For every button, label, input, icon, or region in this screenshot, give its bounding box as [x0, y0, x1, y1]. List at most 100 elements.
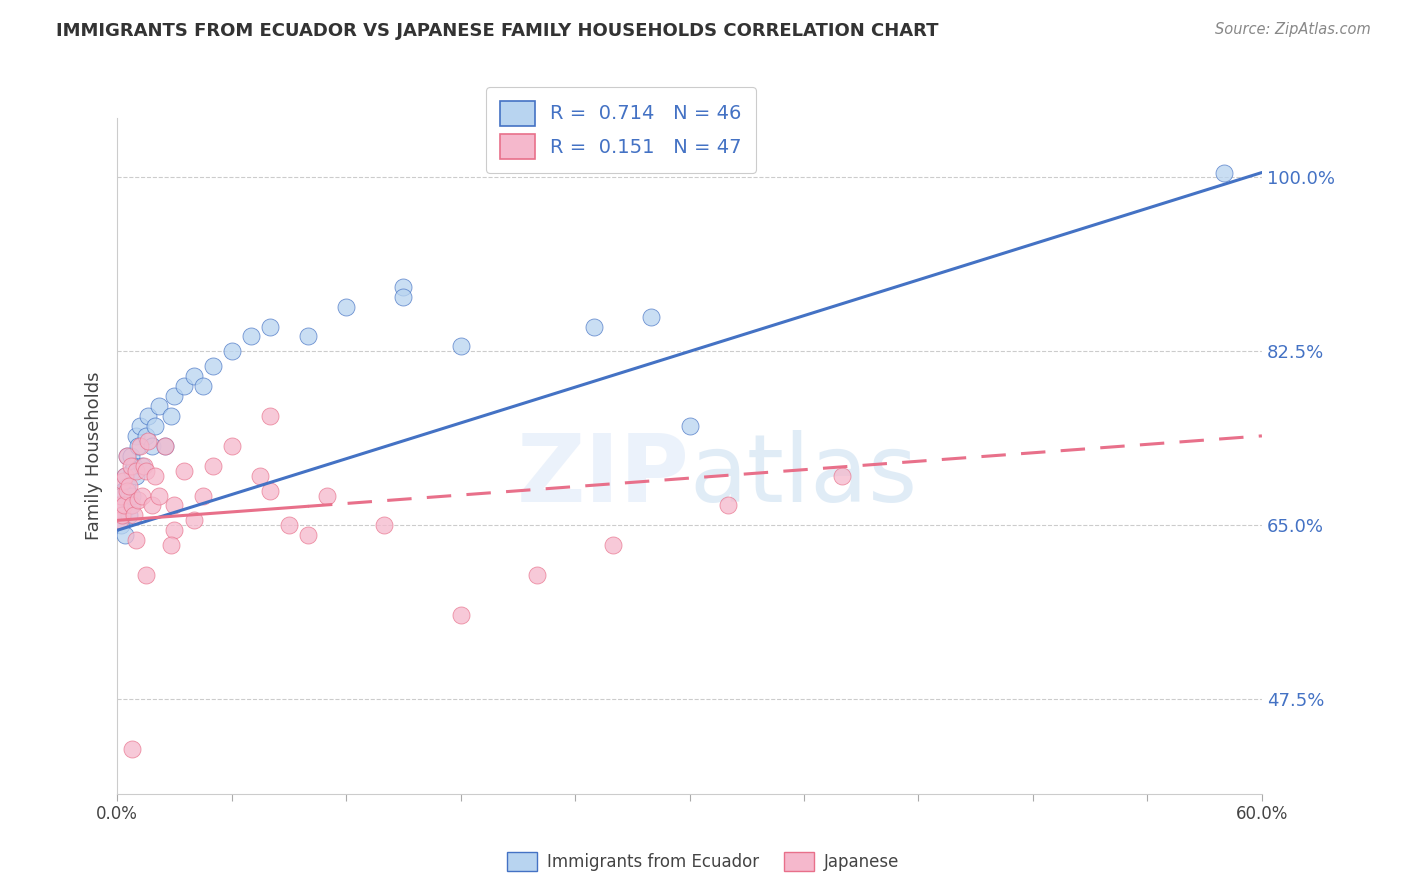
Point	[125, 468, 148, 483]
Point	[114, 528, 136, 542]
Point	[450, 339, 472, 353]
Point	[191, 379, 214, 393]
Point	[143, 419, 166, 434]
Point	[831, 468, 853, 483]
Point	[132, 458, 155, 473]
Point	[259, 483, 281, 498]
Point	[163, 524, 186, 538]
Point	[297, 528, 319, 542]
Point	[136, 409, 159, 423]
Text: ZIP: ZIP	[516, 430, 689, 522]
Point	[110, 518, 132, 533]
Point	[201, 458, 224, 473]
Point	[124, 458, 146, 473]
Point	[678, 419, 700, 434]
Point	[108, 513, 131, 527]
Point	[1212, 165, 1234, 179]
Point	[159, 409, 181, 423]
Point	[120, 449, 142, 463]
Point	[115, 478, 138, 492]
Point	[125, 429, 148, 443]
Point	[183, 513, 205, 527]
Point	[110, 499, 132, 513]
Point	[526, 568, 548, 582]
Point	[173, 379, 195, 393]
Point	[136, 434, 159, 448]
Point	[111, 483, 134, 498]
Point	[114, 468, 136, 483]
Text: Source: ZipAtlas.com: Source: ZipAtlas.com	[1215, 22, 1371, 37]
Point	[640, 310, 662, 324]
Point	[111, 508, 134, 523]
Point	[602, 538, 624, 552]
Point	[125, 464, 148, 478]
Point	[148, 489, 170, 503]
Point	[297, 329, 319, 343]
Point	[131, 489, 153, 503]
Point	[392, 290, 415, 304]
Point	[135, 429, 157, 443]
Point	[121, 742, 143, 756]
Point	[148, 399, 170, 413]
Point	[221, 344, 243, 359]
Point	[115, 483, 138, 498]
Point	[129, 419, 152, 434]
Point	[335, 300, 357, 314]
Point	[115, 449, 138, 463]
Point	[221, 439, 243, 453]
Text: IMMIGRANTS FROM ECUADOR VS JAPANESE FAMILY HOUSEHOLDS CORRELATION CHART: IMMIGRANTS FROM ECUADOR VS JAPANESE FAMI…	[56, 22, 939, 40]
Point	[316, 489, 339, 503]
Point	[717, 499, 740, 513]
Point	[115, 449, 138, 463]
Point	[120, 458, 142, 473]
Point	[259, 319, 281, 334]
Text: atlas: atlas	[689, 430, 918, 522]
Point	[111, 474, 134, 488]
Point	[450, 607, 472, 622]
Point	[201, 359, 224, 374]
Point	[163, 389, 186, 403]
Point	[110, 489, 132, 503]
Point	[108, 513, 131, 527]
Point	[121, 464, 143, 478]
Point	[259, 409, 281, 423]
Point	[121, 489, 143, 503]
Point	[131, 458, 153, 473]
Point	[114, 468, 136, 483]
Point	[125, 533, 148, 548]
Point	[127, 493, 149, 508]
Point	[108, 508, 131, 523]
Point	[112, 499, 135, 513]
Point	[191, 489, 214, 503]
Point	[277, 518, 299, 533]
Point	[108, 499, 131, 513]
Point	[120, 499, 142, 513]
Point	[239, 329, 262, 343]
Point	[121, 499, 143, 513]
Point	[135, 464, 157, 478]
Point	[583, 319, 606, 334]
Point	[249, 468, 271, 483]
Point	[153, 439, 176, 453]
Point	[141, 499, 163, 513]
Point	[159, 538, 181, 552]
Point	[124, 508, 146, 523]
Point	[117, 508, 139, 523]
Point	[143, 468, 166, 483]
Point	[141, 439, 163, 453]
Point	[129, 439, 152, 453]
Point	[173, 464, 195, 478]
Point	[153, 439, 176, 453]
Legend: Immigrants from Ecuador, Japanese: Immigrants from Ecuador, Japanese	[498, 843, 908, 880]
Point	[392, 280, 415, 294]
Point	[111, 508, 134, 523]
Point	[183, 369, 205, 384]
Point	[127, 439, 149, 453]
Legend: R =  0.714   N = 46, R =  0.151   N = 47: R = 0.714 N = 46, R = 0.151 N = 47	[486, 87, 755, 173]
Point	[163, 499, 186, 513]
Y-axis label: Family Households: Family Households	[86, 371, 103, 540]
Point	[117, 489, 139, 503]
Point	[117, 478, 139, 492]
Point	[135, 568, 157, 582]
Point	[373, 518, 395, 533]
